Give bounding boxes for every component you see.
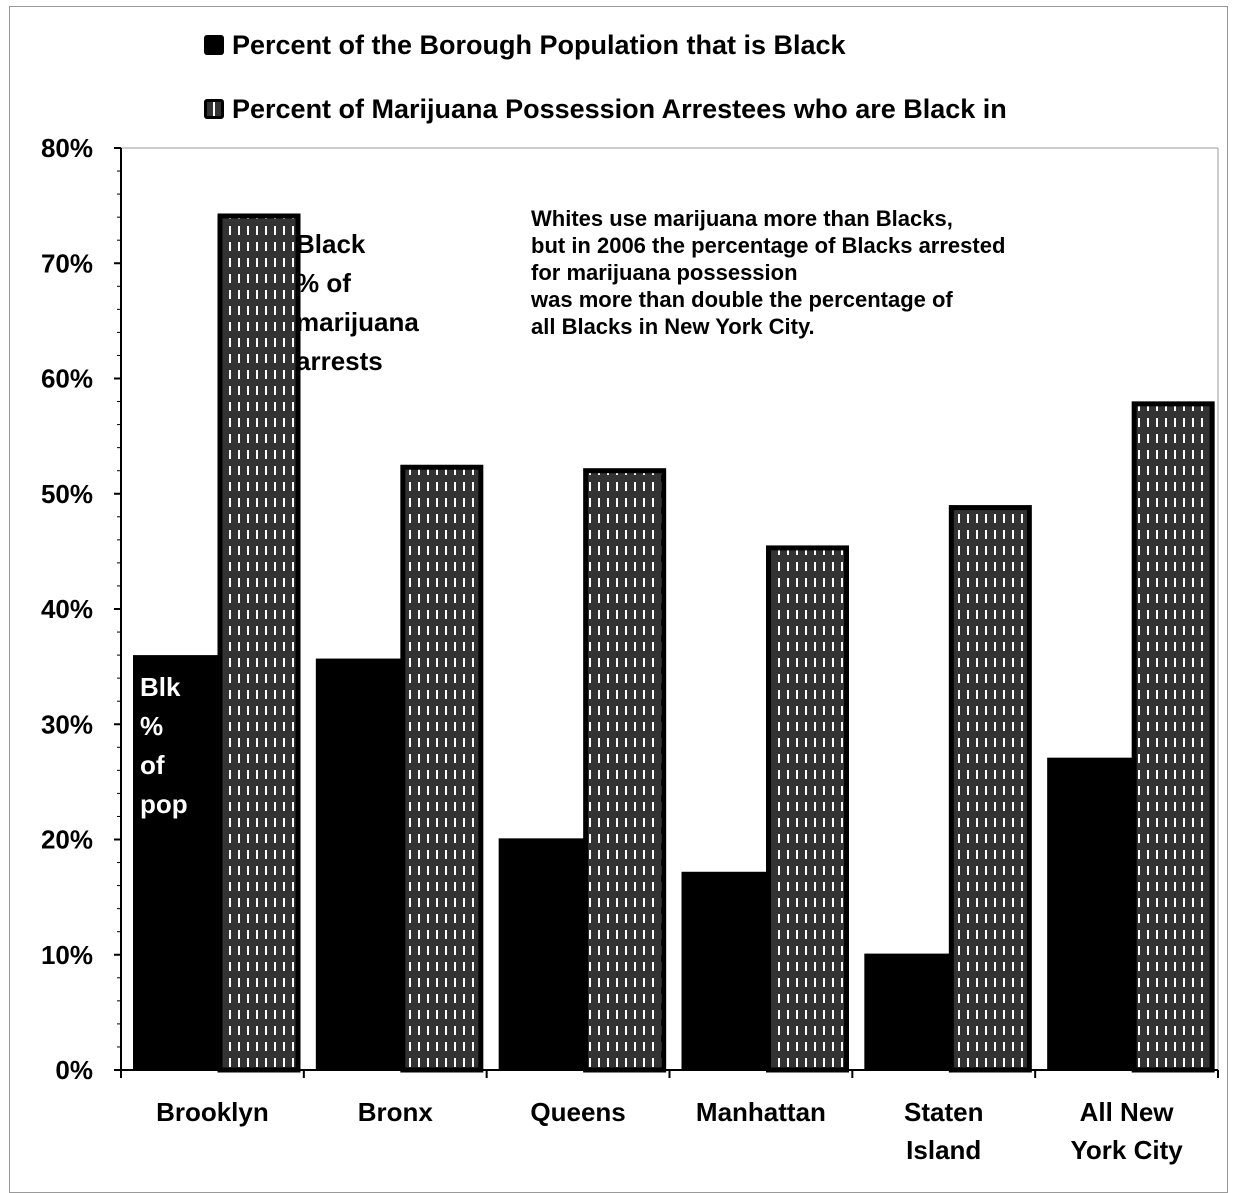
legend-label-arrestees: Percent of Marijuana Possession Arrestee… <box>232 93 1007 124</box>
bar-arrestees <box>217 213 301 1073</box>
bar-population <box>498 838 586 1070</box>
y-tick-label: 80% <box>41 133 93 163</box>
arrests-label-line: Black <box>296 229 366 259</box>
y-tick-label: 30% <box>41 709 93 739</box>
bar-population <box>681 871 769 1070</box>
y-tick-label: 10% <box>41 940 93 970</box>
y-tick-label: 20% <box>41 825 93 855</box>
x-tick-label: Manhattan <box>696 1097 826 1127</box>
bar-population <box>864 953 952 1070</box>
labels-group: 0% 10% 20% 30% 40% 50% 60% 70% 80% Brooklyn Bronx Q… <box>41 133 1183 1165</box>
bar-arrestees <box>948 505 1032 1073</box>
x-tick-label: All New <box>1080 1097 1175 1127</box>
pop-label-line: of <box>140 750 165 780</box>
annotation-pop-label: Blk % of pop <box>140 668 188 824</box>
legend-item-population: Percent of the Borough Population that i… <box>204 30 846 60</box>
legend-swatch-population <box>204 35 224 55</box>
pop-label-line: Blk <box>140 672 181 702</box>
bar-population <box>1047 757 1135 1070</box>
bar-arrestees <box>766 545 849 1073</box>
y-tick-label: 0% <box>55 1055 93 1085</box>
x-tick-label: Brooklyn <box>156 1097 269 1127</box>
y-tick-label: 70% <box>41 248 93 278</box>
note-line: all Blacks in New York City. <box>531 314 815 339</box>
bar-arrestees <box>400 464 484 1073</box>
bar-population <box>133 655 220 1070</box>
y-tick-label: 60% <box>41 364 93 394</box>
pop-label-line: % <box>140 711 164 741</box>
legend-label-population: Percent of the Borough Population that i… <box>232 29 846 60</box>
annotation-arrests-label: Black % of marijuana arrests <box>296 225 419 381</box>
legend-swatch-arrestees <box>204 99 224 119</box>
x-tick-label: Island <box>906 1135 981 1165</box>
x-tick-label: Bronx <box>358 1097 434 1127</box>
x-tick-label: York City <box>1070 1135 1183 1165</box>
x-tick-label: Staten <box>904 1097 983 1127</box>
arrests-label-line: marijuana <box>296 307 419 337</box>
axes-group <box>114 147 1219 1078</box>
note-line: was more than double the percentage of <box>531 287 953 312</box>
note-line: Whites use marijuana more than Blacks, <box>531 206 953 231</box>
bars-group <box>133 213 1215 1073</box>
x-tick-label: Queens <box>530 1097 625 1127</box>
note-line: but in 2006 the percentage of Blacks arr… <box>531 233 1006 258</box>
arrests-label-line: arrests <box>296 346 383 376</box>
legend-item-arrestees: Percent of Marijuana Possession Arrestee… <box>204 94 1007 124</box>
note-line: for marijuana possession <box>531 260 798 285</box>
arrests-label-line: % of <box>296 268 351 298</box>
bar-arrestees <box>583 468 667 1073</box>
annotation-note: Whites use marijuana more than Blacks, b… <box>531 205 1131 355</box>
bar-arrestees <box>1131 401 1215 1073</box>
bar-population <box>315 658 403 1070</box>
y-tick-label: 50% <box>41 479 93 509</box>
pop-label-line: pop <box>140 789 188 819</box>
y-tick-label: 40% <box>41 594 93 624</box>
